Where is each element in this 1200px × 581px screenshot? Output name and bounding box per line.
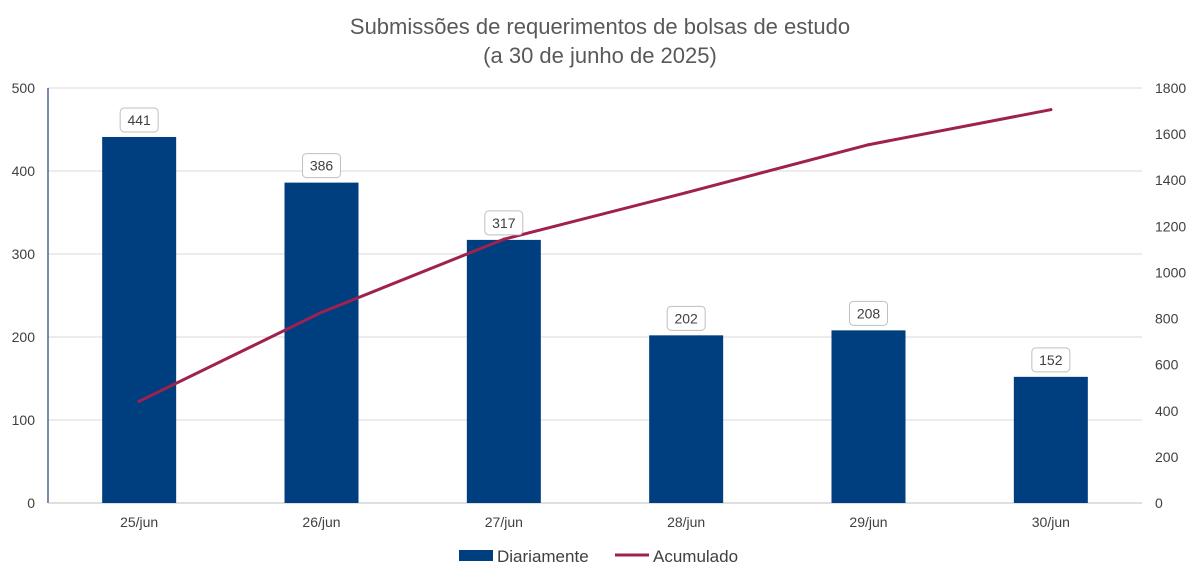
data-label-box xyxy=(666,305,706,331)
x-tick-label: 30/jun xyxy=(1032,514,1070,530)
gridlines xyxy=(48,87,1142,421)
y-right-tick-label: 1400 xyxy=(1155,172,1186,188)
data-label: 208 xyxy=(857,305,881,321)
legend-swatch-diariamente xyxy=(459,550,493,561)
y-right-tick-label: 400 xyxy=(1155,403,1179,419)
y-left-tick-label: 400 xyxy=(12,163,36,179)
data-labels: 441 386 317 202 208 152 xyxy=(119,107,1071,373)
y-right-tick-label: 1000 xyxy=(1155,264,1186,280)
data-label-box xyxy=(849,300,888,326)
line-point xyxy=(867,143,870,147)
y-left-tick-label: 500 xyxy=(12,80,36,96)
line-point xyxy=(1049,108,1053,112)
line-point xyxy=(684,191,688,195)
legend: Diariamente Acumulado xyxy=(459,547,738,566)
line-point xyxy=(137,399,141,403)
bar xyxy=(831,330,906,503)
chart-subtitle: (a 30 de junho de 2025) xyxy=(483,43,717,68)
y-right-tick-label: 800 xyxy=(1155,311,1179,327)
y-right-tick-label: 1200 xyxy=(1155,218,1186,234)
chart-title: Submissões de requerimentos de bolsas de… xyxy=(350,14,850,39)
x-tick-label: 27/jun xyxy=(485,514,523,530)
bar xyxy=(102,136,177,503)
y-right-tick-label: 1800 xyxy=(1155,80,1186,96)
y-left-tick-label: 100 xyxy=(12,412,36,428)
y-right-tick-label: 600 xyxy=(1155,357,1179,373)
x-tick-label: 29/jun xyxy=(849,514,887,530)
x-tick-label: 26/jun xyxy=(302,514,340,530)
data-label: 317 xyxy=(492,215,516,231)
data-label: 441 xyxy=(127,112,151,128)
bar xyxy=(649,335,724,503)
line-series-acumulado xyxy=(137,108,1053,403)
data-label: 152 xyxy=(1039,352,1063,368)
axes: 0 100 200 300 400 500 0 200 400 600 800 1000 1200 140… xyxy=(12,80,1187,530)
y-right-tick-label: 0 xyxy=(1155,495,1163,511)
x-tick-label: 25/jun xyxy=(120,514,158,530)
data-label-box xyxy=(1031,347,1071,373)
line-point xyxy=(502,237,506,241)
y-right-tick-label: 200 xyxy=(1155,449,1179,465)
y-left-tick-label: 0 xyxy=(27,495,35,511)
bar xyxy=(1013,376,1088,503)
bar xyxy=(466,239,541,503)
data-label: 386 xyxy=(310,158,334,174)
line-point xyxy=(320,310,323,314)
legend-label-acumulado: Acumulado xyxy=(653,547,738,566)
data-label-box xyxy=(119,107,159,133)
x-tick-label: 28/jun xyxy=(667,514,705,530)
y-left-tick-label: 300 xyxy=(12,246,36,262)
data-label-box xyxy=(484,210,524,236)
y-left-tick-label: 200 xyxy=(12,329,36,345)
y-right-tick-label: 1600 xyxy=(1155,126,1186,142)
bar-series-diariamente xyxy=(102,136,1088,503)
data-label-box xyxy=(302,153,341,179)
legend-label-diariamente: Diariamente xyxy=(497,547,589,566)
bar xyxy=(284,182,359,503)
cumulative-line xyxy=(137,108,1053,403)
data-label: 202 xyxy=(674,310,698,326)
